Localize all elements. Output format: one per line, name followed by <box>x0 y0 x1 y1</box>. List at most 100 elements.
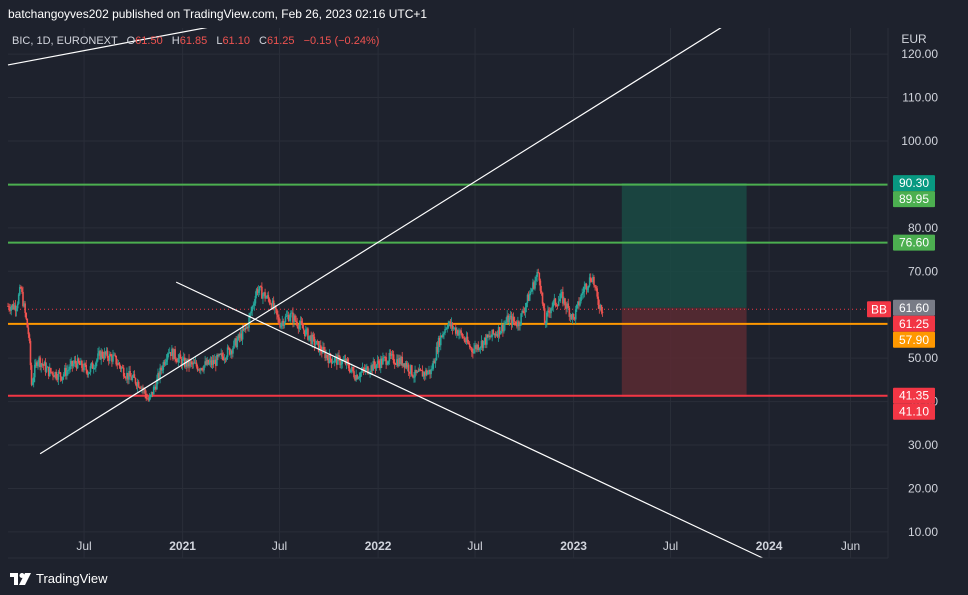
candle-body <box>286 315 289 316</box>
candle-body <box>33 364 36 378</box>
candle-body <box>584 283 587 287</box>
candle-body <box>339 356 341 366</box>
candle-body <box>40 363 43 367</box>
candle-body <box>216 354 218 366</box>
candle-body <box>503 325 505 332</box>
price-tag-box <box>893 387 935 404</box>
candle-body <box>532 282 534 290</box>
candle-body <box>167 352 170 354</box>
candle-body <box>592 276 594 282</box>
candle-body <box>358 377 361 378</box>
trendlines[interactable] <box>7 28 769 559</box>
candle-body <box>501 324 503 332</box>
candle-body <box>213 359 216 364</box>
candle-body <box>296 322 299 327</box>
candle-body <box>234 338 236 341</box>
candle-body <box>408 371 411 374</box>
candle-body <box>178 354 181 358</box>
candle-body <box>538 272 541 281</box>
candle-body <box>141 387 143 389</box>
candle-body <box>409 365 412 374</box>
price-chart[interactable]: 120.00110.00100.0080.0070.0050.0040.0030… <box>0 28 968 562</box>
candle-body <box>525 302 528 308</box>
candle-body <box>11 304 14 308</box>
candle-body <box>356 374 359 380</box>
candle-body <box>585 283 588 290</box>
candle-body <box>177 357 180 363</box>
candle-body <box>412 375 414 378</box>
candle-body <box>352 367 354 372</box>
candle-body <box>450 322 453 327</box>
candle-body <box>121 367 124 369</box>
candle-body <box>186 359 188 367</box>
trendline <box>175 281 763 559</box>
candle-body <box>587 285 590 289</box>
candle-body <box>265 297 267 299</box>
price-tag-box <box>893 403 935 420</box>
candle-body <box>67 369 69 371</box>
candle-body <box>446 327 448 329</box>
time-axis[interactable]: Jul 2021 Jul 2022 Jul 2023 Jul 2024 Jun <box>76 539 860 553</box>
target-zone <box>621 183 747 308</box>
candle-body <box>537 272 540 273</box>
candle-body <box>228 348 231 355</box>
candle-body <box>541 292 544 304</box>
candle-body <box>174 349 176 359</box>
candle-body <box>378 363 381 369</box>
candle-body <box>514 321 517 325</box>
candle-body <box>424 370 427 376</box>
price-tag: 41.35 <box>893 387 935 404</box>
candle-body <box>376 360 379 365</box>
candle-body <box>569 314 572 317</box>
tradingview-logo-icon[interactable] <box>10 572 32 585</box>
candle-body <box>436 346 439 353</box>
candle-body <box>433 360 436 364</box>
candle-body <box>496 334 499 337</box>
candle-body <box>130 376 132 381</box>
candle-body <box>547 310 549 313</box>
candle-body <box>254 295 257 304</box>
candle-body <box>122 367 125 377</box>
candle-body <box>13 305 16 310</box>
candle-body <box>255 289 258 296</box>
price-tag-label: 89.95 <box>899 192 929 206</box>
candle-body <box>197 369 200 371</box>
tradingview-brand[interactable]: TradingView <box>36 571 108 586</box>
candle-body <box>582 291 585 294</box>
candle-body <box>144 389 146 394</box>
candle-body <box>399 357 401 364</box>
candle-body <box>349 369 352 373</box>
price-tag-label: 61.60 <box>899 301 929 315</box>
candle-body <box>567 303 570 308</box>
candle-body <box>382 357 384 365</box>
candle-body <box>315 340 318 345</box>
candle-body <box>428 369 430 373</box>
candle-body <box>91 362 94 369</box>
candle-body <box>108 354 111 361</box>
candle-body <box>546 312 548 324</box>
candle-body <box>207 359 210 365</box>
candle-body <box>306 328 308 330</box>
candle-body <box>475 345 477 350</box>
candle-body <box>128 370 130 380</box>
candle-body <box>227 347 230 349</box>
candle-body <box>45 367 48 372</box>
candle-body <box>263 292 265 295</box>
candle-body <box>278 317 280 324</box>
candle-body <box>478 348 481 350</box>
candle-body <box>419 368 422 371</box>
candle-body <box>233 340 235 349</box>
candle-body <box>595 286 597 289</box>
legend-low-label: L <box>216 35 222 47</box>
publish-info-text: batchangoyves202 published on TradingVie… <box>8 7 428 21</box>
candle-body <box>573 317 576 320</box>
price-tag-box <box>893 234 935 251</box>
candle-body <box>173 349 175 360</box>
candle-body <box>357 377 360 380</box>
candle-body <box>326 354 329 358</box>
position-tool[interactable] <box>621 183 747 397</box>
candle-body <box>68 369 70 371</box>
candle-body <box>301 323 304 329</box>
candle-body <box>423 372 426 376</box>
price-tag-label: 61.25 <box>899 317 929 331</box>
